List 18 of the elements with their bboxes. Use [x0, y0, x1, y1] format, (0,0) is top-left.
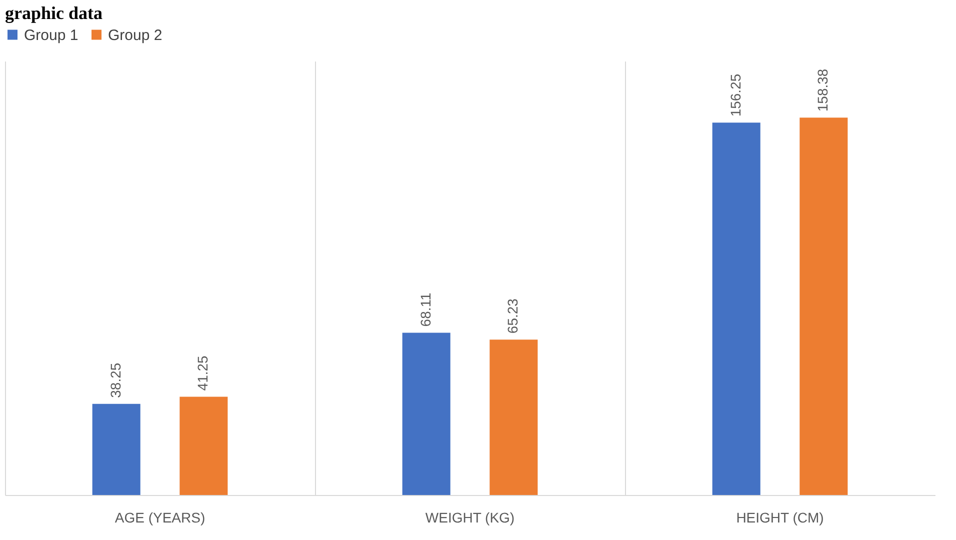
x-tick-label: AGE (YEARS)	[114, 510, 206, 526]
bar	[712, 122, 760, 495]
legend-label: Group 1	[24, 26, 78, 44]
legend-label: Group 2	[108, 26, 162, 44]
bar	[800, 118, 848, 495]
x-tick-label: WEIGHT (KG)	[425, 510, 515, 526]
x-tick-label: HEIGHT (CM)	[736, 510, 824, 526]
data-label: 65.23	[504, 298, 521, 334]
data-label: 41.25	[194, 355, 211, 391]
bar	[490, 340, 538, 495]
chart-title: graphic data	[5, 3, 103, 23]
data-label: 68.11	[417, 292, 434, 327]
bar	[92, 404, 140, 495]
data-label: 156.25	[727, 74, 744, 117]
bar	[180, 396, 228, 495]
data-label: 158.38	[814, 68, 831, 112]
bar	[402, 332, 450, 495]
data-label: 38.25	[107, 362, 124, 398]
